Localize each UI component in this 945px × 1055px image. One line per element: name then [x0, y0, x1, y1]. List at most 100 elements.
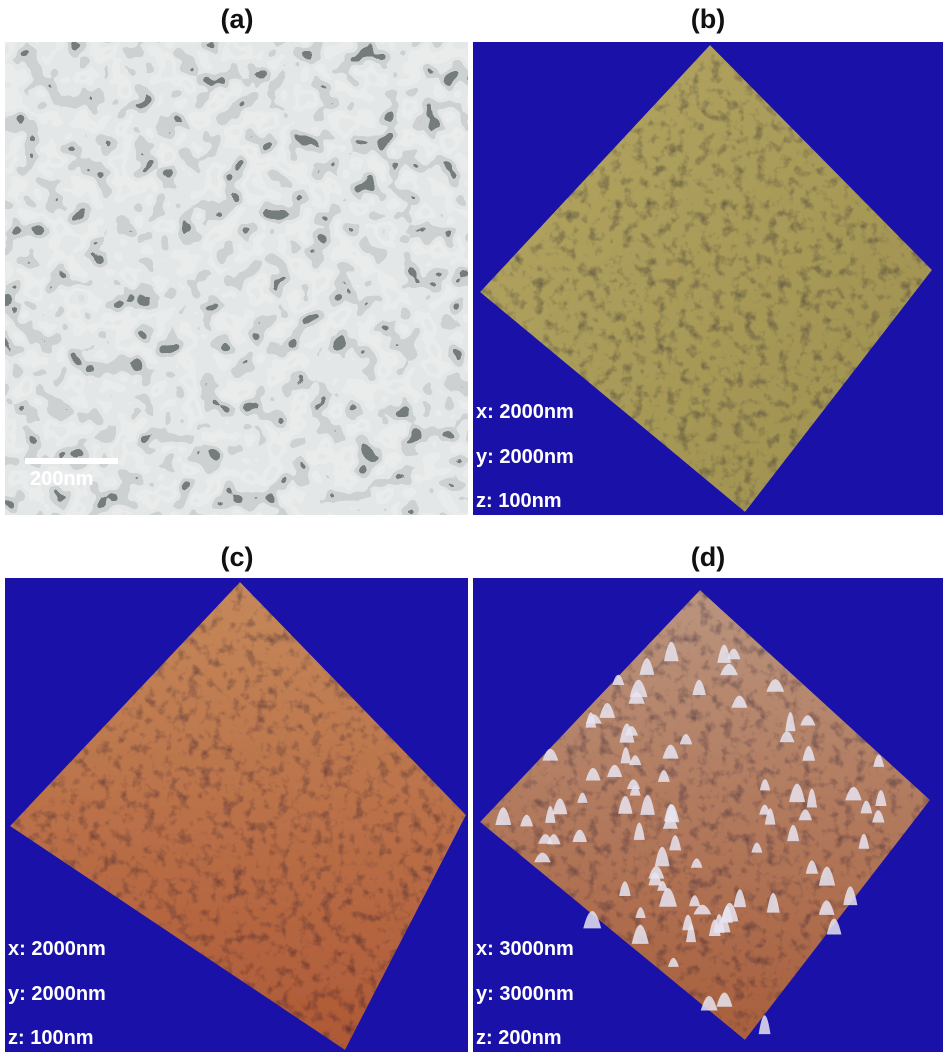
afm-peak — [731, 695, 748, 708]
afm-peak — [619, 881, 631, 896]
afm-peak — [607, 764, 623, 777]
dimension-label: y: 3000nm — [476, 983, 574, 1005]
afm-peak — [629, 755, 642, 766]
afm-peak — [759, 779, 771, 791]
afm-peak — [720, 663, 738, 676]
afm-peak — [639, 658, 655, 675]
afm-peak — [800, 715, 816, 726]
panel-label: (b) — [691, 4, 725, 34]
afm-peak — [545, 805, 556, 823]
afm-peak — [662, 816, 678, 829]
afm-peak — [759, 804, 771, 815]
afm-peak — [583, 911, 602, 929]
panel-label: (d) — [691, 542, 725, 572]
afm-peak — [766, 679, 785, 692]
dimension-label: z: 100nm — [476, 490, 562, 512]
afm-peak — [585, 767, 601, 781]
afm-peak — [626, 779, 641, 789]
afm-peak — [547, 834, 561, 845]
panel-label: (c) — [221, 542, 254, 572]
afm-peak — [633, 822, 645, 840]
afm-peak — [787, 824, 800, 842]
afm-peak — [612, 674, 625, 685]
scale-bar — [25, 458, 118, 464]
afm-surface — [10, 582, 466, 1050]
afm-peak — [826, 918, 842, 935]
afm-peak — [585, 714, 602, 724]
afm-peak — [625, 726, 638, 736]
afm-peak — [720, 902, 739, 922]
dimension-label: x: 2000nm — [476, 401, 574, 423]
afm-peak — [818, 866, 836, 886]
sem-image: 200nm — [5, 42, 468, 515]
dimension-label: y: 2000nm — [476, 446, 574, 468]
afm-peak — [654, 846, 670, 867]
afm-peak — [858, 833, 870, 849]
afm-peak — [818, 900, 835, 915]
afm-peak — [635, 907, 646, 919]
afm-peak — [618, 796, 633, 814]
afm-peak — [577, 792, 588, 803]
afm-peak — [690, 858, 703, 868]
afm-peak — [572, 829, 588, 843]
afm-peak — [843, 886, 858, 906]
dimension-label: y: 2000nm — [8, 983, 106, 1005]
afm-peak — [779, 731, 795, 743]
scale-bar-label: 200nm — [30, 468, 93, 490]
dimension-label: x: 3000nm — [476, 938, 574, 960]
afm-peak — [682, 914, 694, 931]
afm-peak — [798, 809, 812, 821]
afm-peak — [875, 790, 887, 807]
afm-peak — [733, 889, 747, 908]
dimension-label: x: 2000nm — [8, 938, 106, 960]
afm-peak — [657, 881, 668, 891]
panel-label: (a) — [221, 4, 254, 34]
afm-surface — [480, 590, 930, 1040]
afm-peak — [802, 745, 816, 761]
afm-peak — [534, 852, 551, 863]
afm-peak — [495, 807, 512, 825]
dimension-label: z: 100nm — [8, 1027, 94, 1049]
afm-peak — [648, 872, 662, 886]
afm-peak — [662, 744, 679, 759]
afm-peak — [640, 795, 655, 815]
afm-image: x: 2000nm y: 2000nm z: 100nm — [473, 42, 943, 515]
afm-peak — [520, 814, 534, 827]
afm-peak — [599, 703, 616, 718]
dimension-label: z: 200nm — [476, 1027, 562, 1049]
afm-peak — [668, 957, 679, 967]
afm-peak — [789, 783, 806, 803]
afm-peak — [620, 747, 632, 764]
afm-peak — [751, 842, 763, 853]
afm-peak — [693, 904, 712, 915]
afm-peak — [716, 992, 733, 1007]
afm-image: x: 2000nm y: 2000nm z: 100nm — [5, 578, 468, 1052]
afm-peak — [657, 770, 670, 782]
afm-peak — [872, 810, 885, 823]
afm-peak — [806, 788, 818, 808]
afm-peak — [669, 835, 682, 851]
afm-peak — [717, 644, 732, 663]
afm-peaks — [495, 641, 887, 1035]
afm-peak — [664, 641, 679, 662]
afm-peak — [805, 860, 819, 874]
afm-peak — [692, 679, 706, 696]
afm-peak — [679, 734, 693, 745]
afm-peak — [727, 648, 741, 660]
afm-peak — [860, 800, 873, 814]
afm-peak — [689, 895, 701, 907]
afm-peak — [542, 748, 559, 761]
afm-peak — [700, 995, 718, 1011]
afm-peak — [631, 924, 649, 944]
afm-peak — [873, 754, 885, 767]
afm-peak — [552, 798, 568, 815]
afm-peak — [845, 786, 862, 801]
afm-peak — [785, 711, 796, 732]
afm-peak — [629, 679, 648, 698]
afm-peak — [764, 808, 776, 825]
sem-texture — [5, 42, 468, 515]
afm-peak — [766, 892, 780, 913]
afm-surface — [480, 45, 932, 512]
